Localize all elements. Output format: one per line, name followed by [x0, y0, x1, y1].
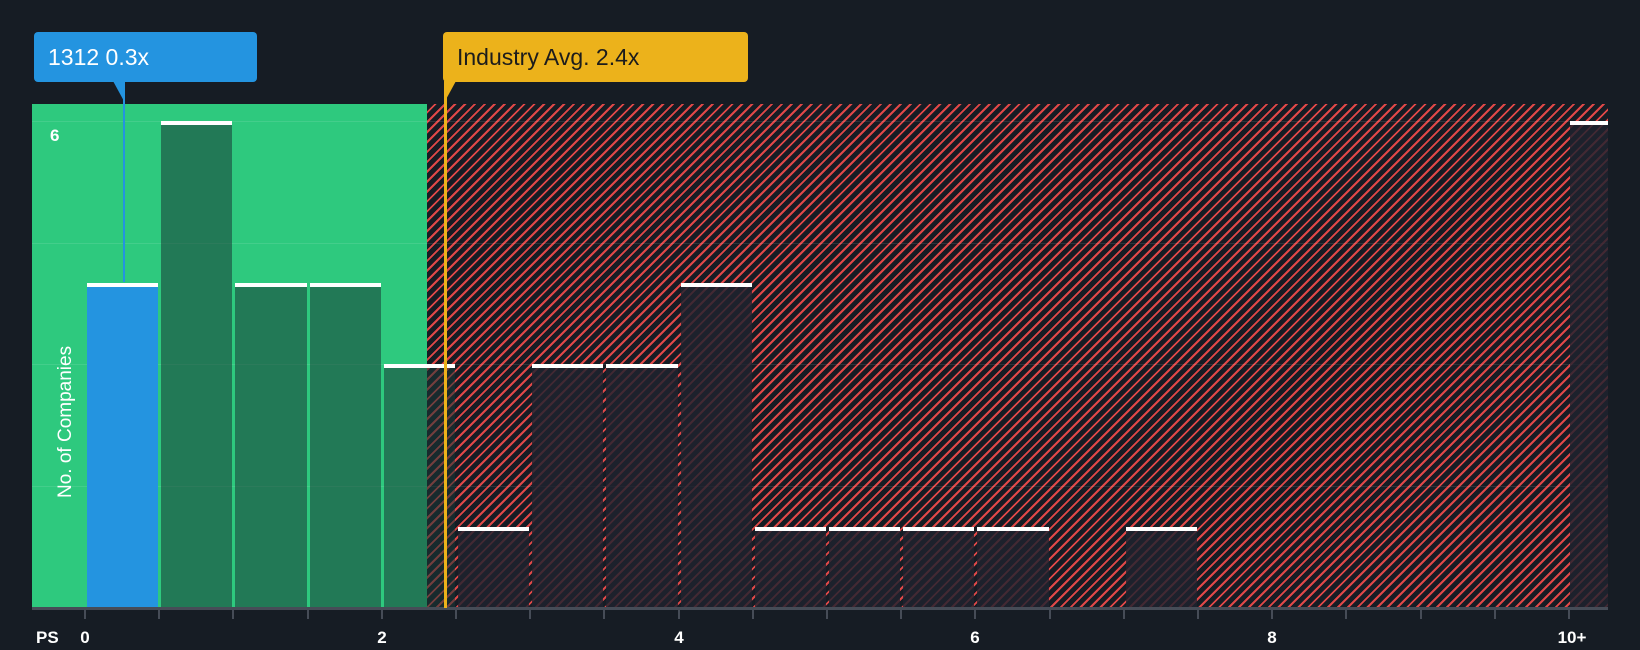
bar-cap	[903, 526, 975, 531]
histogram-bar	[235, 283, 307, 608]
histogram-bar	[606, 364, 678, 608]
bar-cap	[383, 364, 455, 369]
x-tick	[1345, 610, 1348, 619]
histogram-bar	[532, 364, 604, 608]
bar-cap	[680, 283, 752, 288]
bar-cap	[829, 526, 901, 531]
x-tick-label: 2	[377, 628, 387, 647]
x-tick	[232, 610, 235, 619]
company-callout-pointer	[113, 81, 125, 103]
histogram-bar	[383, 364, 455, 608]
bar-cap	[161, 120, 233, 125]
x-tick	[84, 610, 86, 619]
histogram-bar	[87, 283, 159, 608]
histogram-bar	[458, 526, 530, 608]
x-tick	[1197, 610, 1199, 619]
histogram-bar	[680, 283, 752, 608]
company-marker-line	[123, 82, 125, 282]
x-tick-label: 4	[674, 628, 684, 647]
x-tick	[1568, 610, 1570, 619]
bar-cap	[1125, 526, 1197, 531]
x-tick	[677, 610, 680, 619]
x-tick	[1122, 610, 1125, 619]
histogram-bar	[977, 526, 1049, 608]
x-tick-label: 10+	[1557, 628, 1587, 647]
x-tick-label: 6	[970, 628, 980, 647]
x-axis-title: PS	[36, 628, 59, 647]
bar-cap	[1570, 120, 1608, 125]
gridline	[32, 120, 1608, 122]
histogram-bar	[754, 526, 826, 608]
y-tick-label: 6	[50, 126, 60, 145]
x-tick	[380, 610, 383, 619]
histogram-bar	[903, 526, 975, 608]
x-tick	[1419, 610, 1422, 619]
x-tick-label: 0	[80, 628, 90, 647]
bar-cap	[754, 526, 826, 531]
gridline	[32, 242, 1608, 244]
gridline	[32, 364, 1608, 366]
industry-callout-pointer	[444, 81, 456, 103]
x-tick	[455, 610, 457, 619]
histogram-bar	[161, 120, 233, 608]
x-tick	[751, 610, 754, 619]
x-tick	[1271, 610, 1274, 619]
histogram-bar	[1570, 120, 1608, 608]
x-tick	[603, 610, 606, 619]
x-tick	[529, 610, 532, 619]
industry-avg-callout: Industry Avg. 2.4x	[443, 32, 748, 82]
x-tick	[158, 610, 161, 619]
bar-cap	[309, 283, 381, 288]
bar-cap	[606, 364, 678, 369]
x-tick	[900, 610, 903, 619]
histogram-bar	[1125, 526, 1197, 608]
bar-cap	[458, 526, 530, 531]
x-tick	[1048, 610, 1051, 619]
x-tick	[826, 610, 828, 619]
x-tick	[306, 610, 309, 619]
industry-avg-line	[444, 82, 447, 608]
bar-cap	[532, 364, 604, 369]
x-tick-label: 8	[1267, 628, 1277, 647]
company-callout: 1312 0.3x	[34, 32, 257, 82]
histogram-bar	[309, 283, 381, 608]
bar-cap	[235, 283, 307, 288]
x-tick	[1493, 610, 1496, 619]
bar-cap	[87, 283, 159, 288]
bar-cap	[977, 526, 1049, 531]
y-axis-title: No. of Companies	[55, 345, 76, 498]
x-tick	[974, 610, 977, 619]
histogram-bar	[829, 526, 901, 608]
x-axis	[32, 607, 1608, 610]
gridline	[32, 486, 1608, 488]
